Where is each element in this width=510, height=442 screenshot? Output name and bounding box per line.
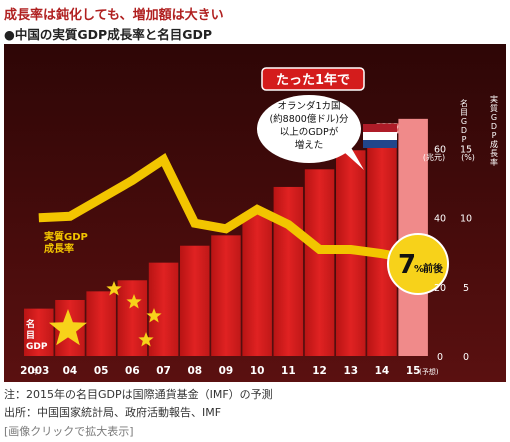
flag-star-small-4 bbox=[138, 332, 154, 347]
flag-star-large bbox=[49, 309, 87, 346]
rate-axis-title-2: G bbox=[491, 113, 497, 122]
rate-axis-unit: (%) bbox=[461, 153, 475, 162]
netherlands-flag-blue bbox=[363, 140, 397, 148]
enlarge-image-link[interactable]: [画像クリックで拡大表示] bbox=[4, 425, 134, 438]
annotation-bubble bbox=[257, 95, 361, 163]
bar-2003 bbox=[24, 308, 54, 356]
x-tick-forecast-label: (予想) bbox=[419, 367, 439, 376]
gdp-axis-tick-0: 0 bbox=[437, 352, 443, 363]
bar-11 bbox=[273, 186, 304, 356]
annotation-title: たった1年で bbox=[276, 72, 350, 88]
annotation-line-3: 以上のGDPが bbox=[280, 126, 339, 138]
gdp-axis-title-3: D bbox=[461, 126, 467, 135]
chart-area: 実質GDP 成長率 7% 前後 たった1年で オランダ1カ国 (約8800億ドル)分 以上のG… bbox=[4, 44, 506, 382]
left-bar-label-1: 名 bbox=[26, 318, 35, 330]
x-tick-11: 11 bbox=[281, 365, 296, 377]
rate-axis-tick-10: 10 bbox=[460, 214, 472, 225]
x-tick-12: 12 bbox=[312, 365, 327, 377]
x-tick-08: 08 bbox=[187, 365, 202, 377]
badge-unit: % bbox=[414, 264, 424, 275]
badge-value: 7 bbox=[398, 250, 416, 280]
x-tick-2003: 2003 bbox=[20, 365, 49, 377]
bar-08 bbox=[180, 245, 210, 356]
chart-subtitle: ●中国の実質GDP成長率と名目GDP bbox=[4, 27, 213, 42]
note-source: 出所：中国国家統計局、政府活動報告、IMF bbox=[4, 406, 222, 419]
annotation-line-2: (約8800億ドル)分 bbox=[269, 113, 349, 125]
rate-axis-tick-5: 5 bbox=[463, 283, 469, 294]
x-tick-10: 10 bbox=[250, 365, 265, 377]
flag-star-small-2 bbox=[126, 294, 142, 309]
rate-axis-tick-0: 0 bbox=[463, 352, 469, 363]
bar-07 bbox=[148, 262, 179, 356]
flag-star-small-1 bbox=[106, 281, 122, 296]
x-tick-13: 13 bbox=[343, 365, 358, 377]
rate-axis-title-5: 成 bbox=[490, 139, 498, 149]
gdp-axis-tick-60: 60 bbox=[434, 145, 446, 156]
x-tick-14: 14 bbox=[375, 365, 390, 377]
annotation-title-box bbox=[261, 67, 365, 91]
rate-axis-title-3: D bbox=[491, 122, 497, 131]
rate-axis-title-0: 実 bbox=[490, 94, 498, 104]
bar-05 bbox=[86, 291, 116, 356]
note-forecast: 注：2015年の名目GDPは国際通貨基金（IMF）の予測 bbox=[4, 388, 273, 401]
gdp-chart: 実質GDP成長率7%前後たった1年でオランダ1カ国(約8800億ドル)分以上のG… bbox=[4, 44, 506, 382]
x-tick-15: 15 bbox=[406, 365, 421, 377]
badge-suffix: 前後 bbox=[423, 262, 444, 275]
rate-axis-title-7: 率 bbox=[490, 157, 498, 167]
forecast-badge bbox=[387, 233, 449, 295]
bar-12 bbox=[304, 169, 335, 356]
x-tick-year-suffix: 年 bbox=[32, 367, 39, 376]
gdp-axis-title-1: 目 bbox=[460, 108, 468, 117]
rate-axis-title-1: 質 bbox=[490, 103, 498, 113]
left-bar-label-2: 目 bbox=[26, 330, 35, 341]
x-tick-09: 09 bbox=[219, 365, 234, 377]
headline: 成長率は鈍化しても、増加額は大きい bbox=[4, 8, 224, 23]
left-bar-label-3: GDP bbox=[26, 342, 48, 352]
gdp-axis-title-0: 名 bbox=[460, 98, 468, 108]
rate-axis-tick-15: 15 bbox=[460, 145, 472, 156]
line-series-label: 実質GDP bbox=[44, 230, 88, 243]
gdp-axis-unit: (兆元) bbox=[423, 152, 445, 162]
bar-09 bbox=[211, 235, 241, 356]
x-tick-07: 07 bbox=[156, 365, 171, 377]
x-tick-06: 06 bbox=[125, 365, 140, 377]
annotation-line-1: オランダ1カ国 bbox=[277, 100, 340, 112]
gdp-axis-title-4: P bbox=[462, 135, 467, 144]
x-tick-04: 04 bbox=[63, 365, 78, 377]
netherlands-flag-white bbox=[363, 132, 397, 140]
gdp-axis-tick-40: 40 bbox=[434, 214, 446, 225]
flag-star-small-3 bbox=[146, 308, 162, 323]
rate-axis-title-4: P bbox=[492, 131, 497, 140]
bar-14 bbox=[367, 133, 397, 356]
line-series-label-2: 成長率 bbox=[44, 242, 74, 255]
gdp-axis-title-2: G bbox=[461, 117, 467, 126]
netherlands-flag-red bbox=[363, 124, 397, 132]
x-tick-05: 05 bbox=[94, 365, 109, 377]
bar-10 bbox=[242, 213, 272, 356]
annotation-pointer bbox=[344, 144, 364, 170]
gdp-axis-tick-20: 20 bbox=[434, 283, 446, 294]
annotation-line-4: 増えた bbox=[295, 139, 324, 151]
real-gdp-growth-line bbox=[38, 153, 414, 264]
rate-axis-title-6: 長 bbox=[490, 149, 498, 158]
